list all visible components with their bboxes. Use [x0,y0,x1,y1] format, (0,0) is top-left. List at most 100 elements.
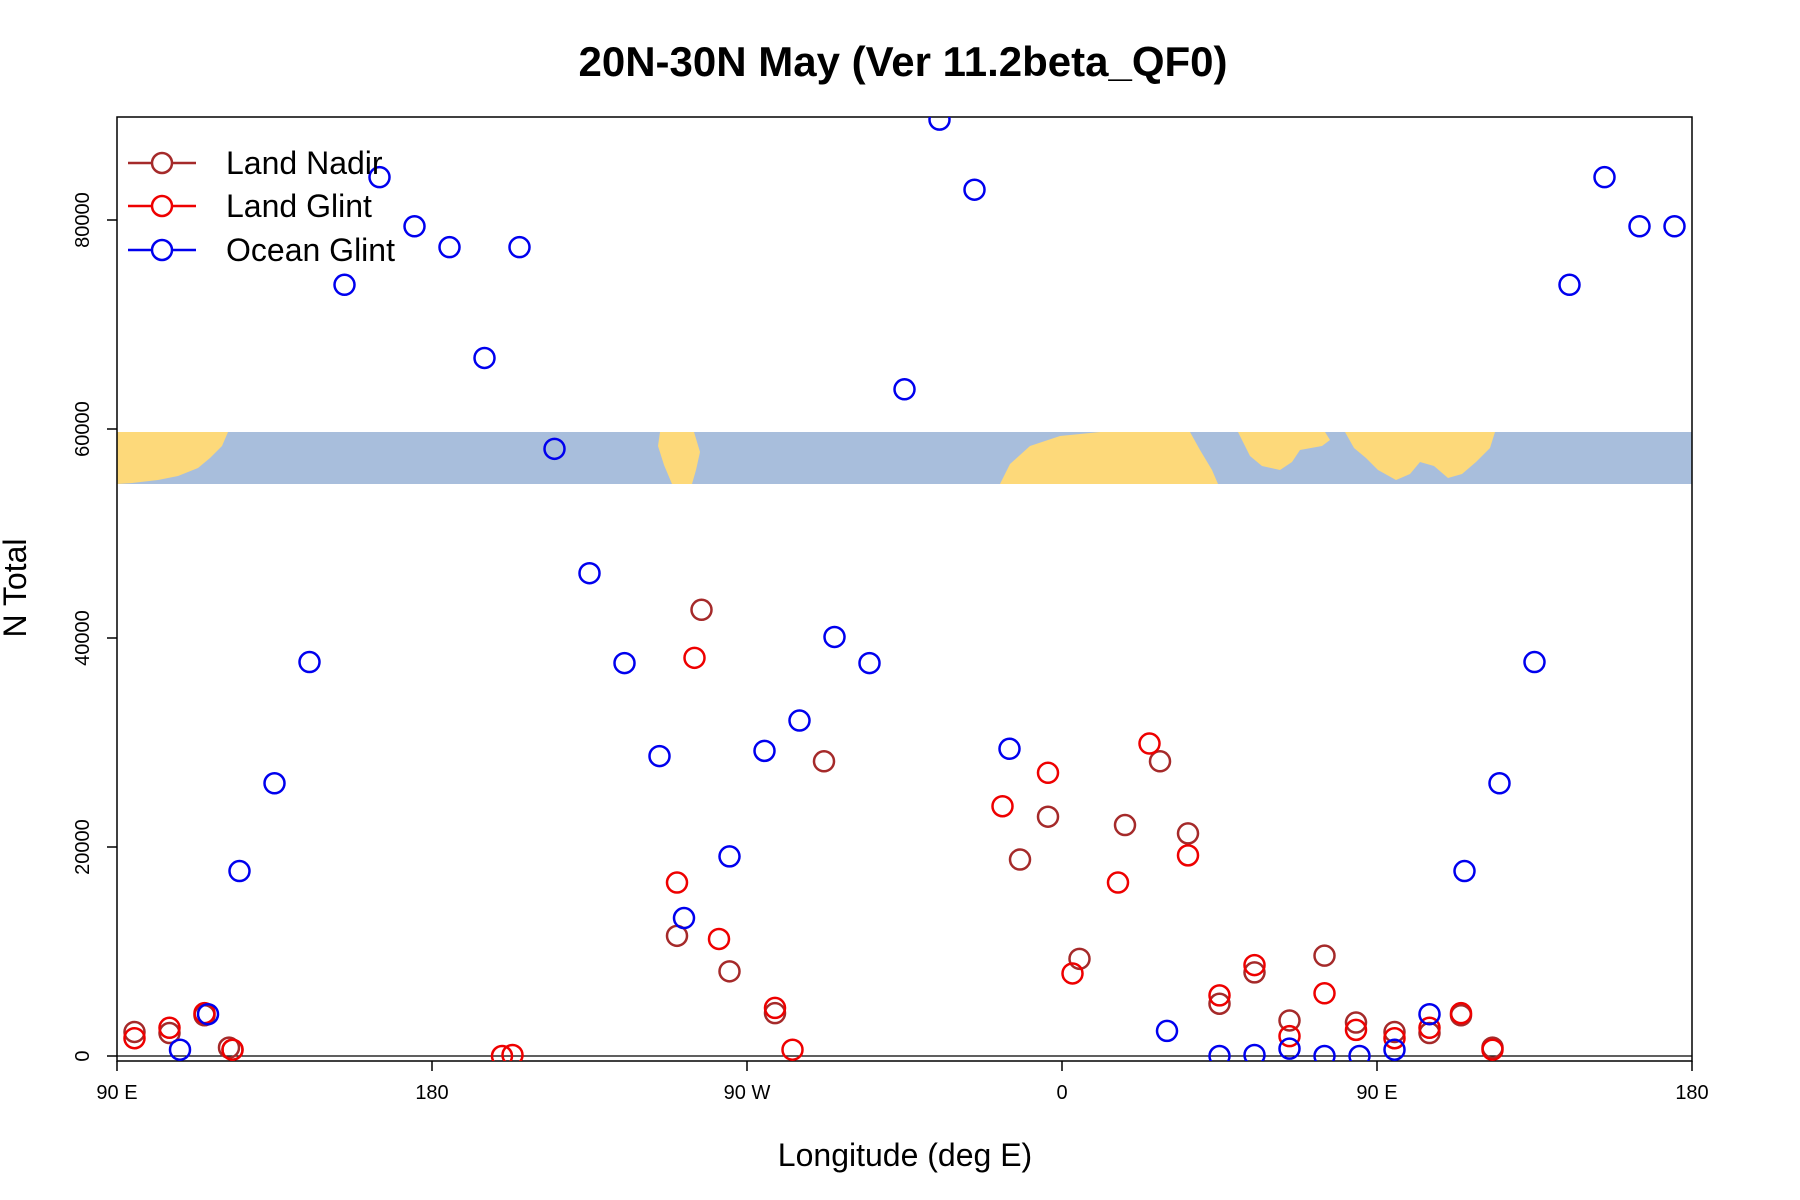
data-point [1036,805,1060,828]
legend-item-land-glint: Land Glint [128,188,372,224]
data-point [1176,844,1200,867]
data-point [1243,1043,1266,1061]
data-point [221,1038,244,1061]
legend-item-ocean-glint: Ocean Glint [128,232,395,268]
legend-swatch-marker [150,194,174,218]
data-point [1418,1021,1441,1045]
data-point [438,235,461,259]
data-point [690,598,713,622]
data-point [1036,761,1060,785]
data-point [707,927,731,951]
data-point [333,273,356,297]
data-point [263,772,286,795]
data-point [158,1021,181,1045]
y-tick-label: 60000 [72,401,94,457]
series-land-nadir [123,598,1504,1061]
data-point [1243,961,1266,984]
data-point [1148,750,1172,773]
data-point [1243,953,1266,977]
x-axis: 90 E 180 90 W 0 90 E 180 [96,1061,1709,1104]
data-point [1068,947,1091,971]
y-tick-label: 80000 [72,192,94,248]
data-point [1344,1011,1368,1034]
data-point [893,378,916,401]
data-point [1481,1038,1504,1061]
data-points [123,117,1686,1061]
data-point [501,1043,524,1061]
data-point [1523,650,1546,674]
data-point [753,739,776,763]
data-point [823,625,846,649]
data-point [1344,1018,1368,1042]
data-point [1113,813,1137,837]
data-point [1453,859,1476,883]
data-point [1348,1044,1371,1061]
legend-label: Land Nadir [226,145,383,181]
data-point [763,1001,787,1025]
data-point [123,1026,146,1050]
data-point [543,437,566,461]
world-map-strip [117,432,1692,484]
data-point [1278,1037,1301,1060]
data-point [1138,732,1161,755]
data-point [672,906,696,930]
series-ocean-glint [168,117,1686,1061]
data-point [1278,1024,1301,1048]
data-point [1418,1016,1441,1040]
legend-swatch-marker [150,238,174,262]
data-point [578,561,601,585]
data-point [368,165,391,189]
data-point [858,651,881,675]
data-point [196,1002,220,1026]
data-point [508,235,531,259]
y-tick-label: 20000 [72,819,94,875]
x-tick-label: 90 E [1356,1082,1397,1104]
data-point [781,1038,804,1061]
data-point [1155,1019,1179,1043]
data-point [403,215,426,238]
x-tick-label: 180 [415,1082,448,1104]
data-point [1383,1038,1406,1061]
data-point [1176,822,1200,845]
data-point [1628,215,1651,238]
legend-swatch-marker [150,151,174,175]
legend-item-land-nadir: Land Nadir [128,145,383,181]
data-point [1593,165,1616,189]
plot-frame [116,116,1693,1062]
data-point [788,709,811,732]
data-point [473,346,496,370]
x-tick-label: 180 [1675,1082,1708,1104]
data-point [718,960,741,983]
data-point [1663,215,1686,238]
data-point [991,794,1014,818]
data-point [683,646,706,670]
data-point [1558,273,1581,297]
data-point [763,996,787,1020]
data-point [1313,982,1336,1005]
data-point [1008,848,1032,871]
y-axis: 0 20000 40000 60000 80000 [72,192,117,1062]
data-point [1449,1001,1473,1025]
data-point [648,744,671,768]
data-point [1383,1020,1406,1044]
x-tick-label: 90 W [724,1082,771,1104]
data-point [1418,1002,1441,1026]
data-point [1313,944,1336,967]
data-point [963,178,986,201]
data-point [298,650,321,674]
data-point [490,1044,514,1061]
legend: Land Nadir Land Glint Ocean Glint [128,145,395,268]
data-point [1208,1044,1231,1061]
data-point [1488,772,1511,795]
data-point [1061,962,1084,985]
data-point [1208,992,1231,1015]
data-point [158,1016,181,1040]
data-point [1278,1009,1301,1032]
y-axis-label: N Total [0,538,33,637]
data-point [217,1036,241,1059]
data-point [812,750,836,773]
data-point [718,845,741,868]
y-tick-label: 40000 [72,610,94,666]
data-point [665,871,689,894]
